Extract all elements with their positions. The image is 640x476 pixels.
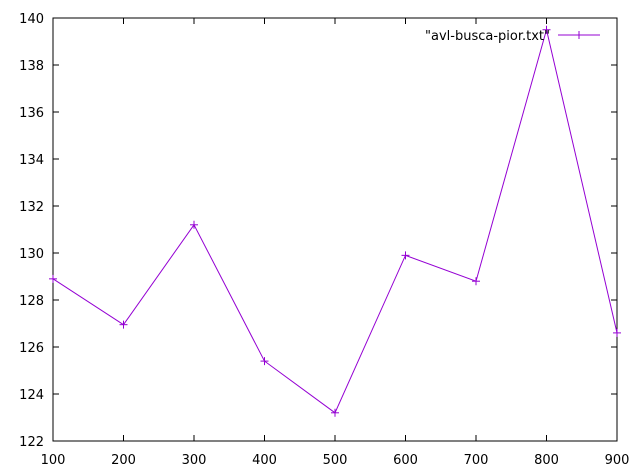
y-tick-label: 132 <box>19 200 44 215</box>
data-point <box>401 251 410 260</box>
y-tick-label: 138 <box>19 59 44 74</box>
data-point <box>331 408 339 417</box>
x-tick-label: 500 <box>323 453 348 468</box>
y-tick-label: 126 <box>19 341 44 356</box>
y-axis: 122 124 126 128 130 132 134 136 138 140 <box>19 12 617 450</box>
series-layer <box>49 25 621 417</box>
data-point <box>542 25 551 34</box>
x-tick-label: 800 <box>534 453 559 468</box>
x-tick-label: 100 <box>41 453 66 468</box>
data-point <box>613 328 621 337</box>
data-point <box>260 357 269 366</box>
x-tick-label: 900 <box>605 453 630 468</box>
x-tick-label: 300 <box>182 453 207 468</box>
data-point <box>472 277 480 286</box>
series-line <box>52 29 618 414</box>
y-tick-label: 128 <box>19 294 44 309</box>
legend-marker <box>575 31 583 39</box>
data-point <box>119 320 128 329</box>
y-tick-label: 134 <box>19 153 44 168</box>
legend-label: "avl-busca-pior.txt" <box>425 29 550 44</box>
x-tick-label: 200 <box>111 453 136 468</box>
y-tick-label: 122 <box>19 435 44 450</box>
x-tick-label: 400 <box>252 453 277 468</box>
y-tick-label: 140 <box>19 12 44 27</box>
x-tick-label: 700 <box>464 453 489 468</box>
legend: "avl-busca-pior.txt" <box>425 29 600 44</box>
y-tick-label: 136 <box>19 106 44 121</box>
y-tick-label: 124 <box>19 388 44 403</box>
y-tick-label: 130 <box>19 247 44 262</box>
data-point <box>190 220 198 229</box>
x-tick-label: 600 <box>393 453 418 468</box>
data-point <box>49 274 57 283</box>
x-axis: 100 200 300 400 500 600 700 800 900 <box>41 18 630 468</box>
